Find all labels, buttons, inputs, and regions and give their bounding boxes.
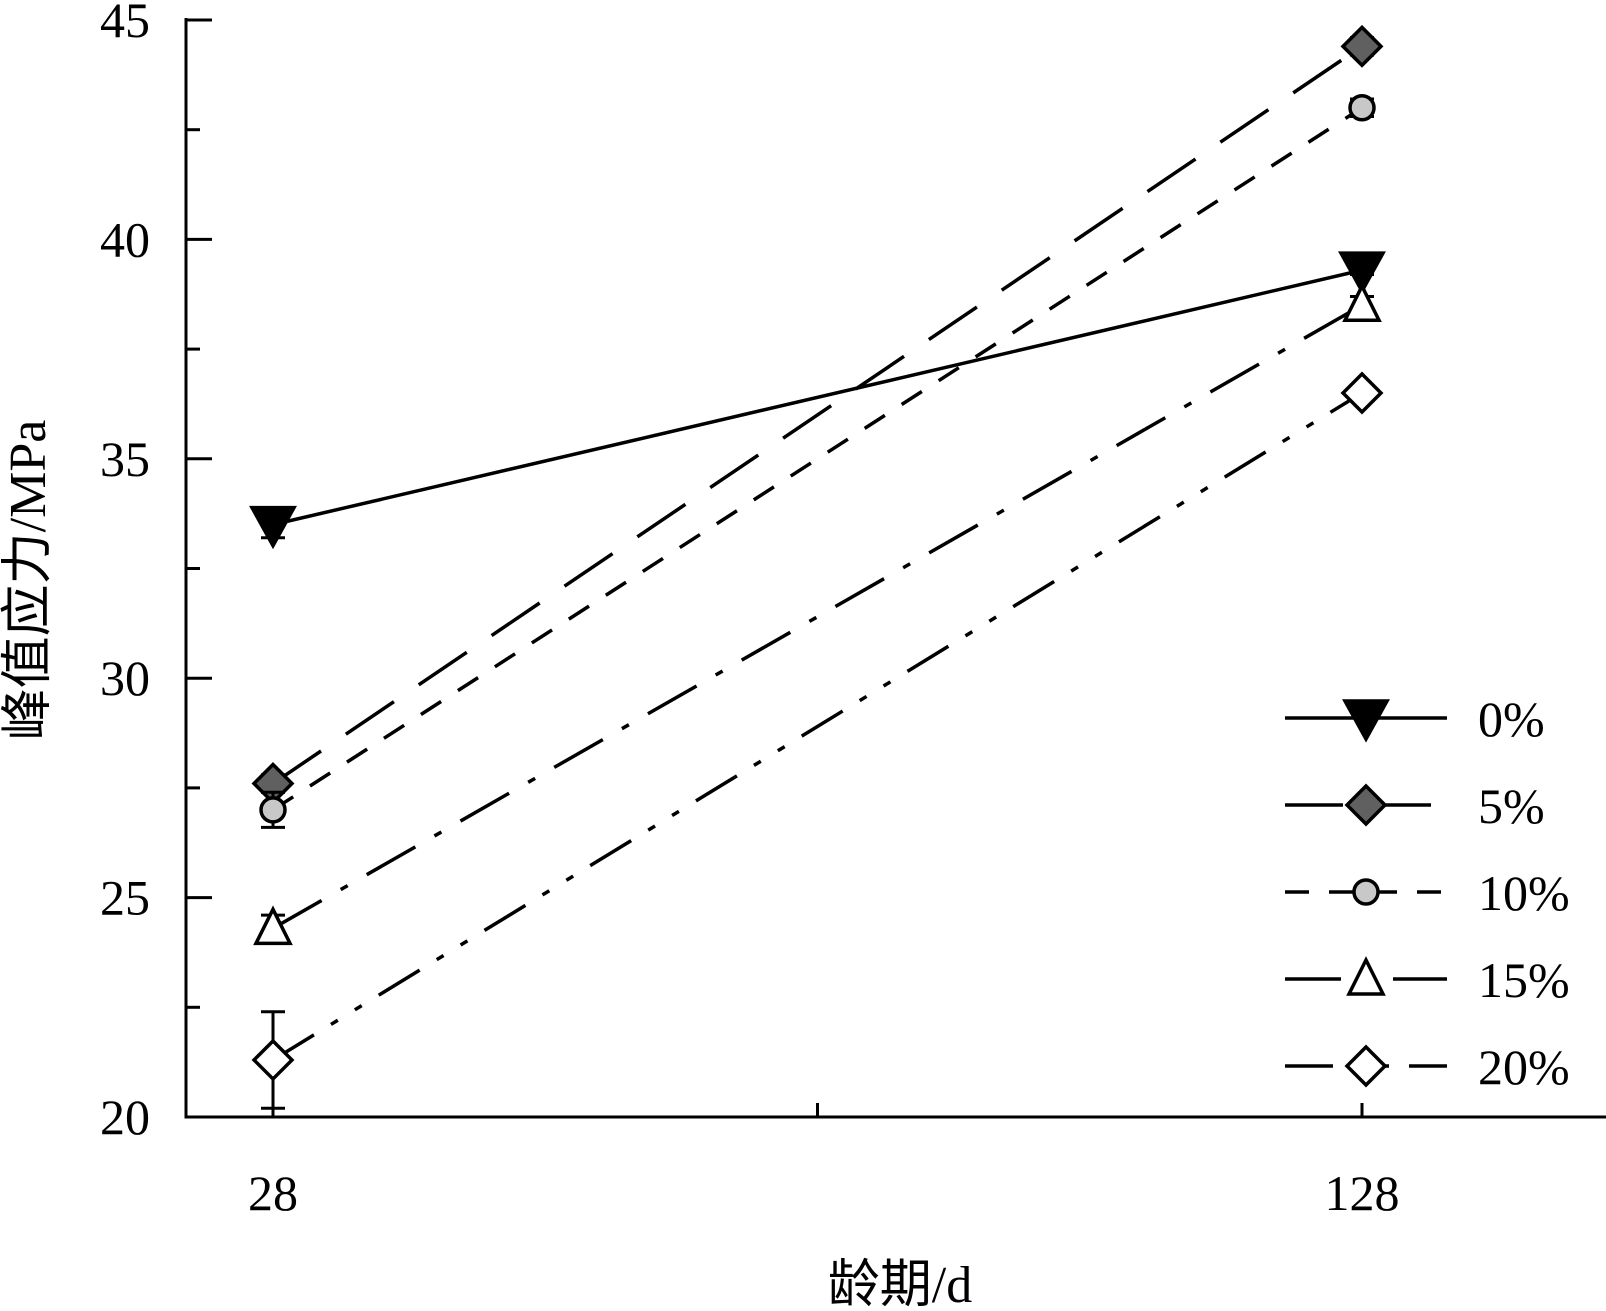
y-tick-label: 45 [100,0,150,48]
y-axis-title: 峰值应力/MPa [0,420,57,741]
data-point [1340,371,1384,415]
data-point [259,796,287,824]
legend-label: 5% [1478,778,1545,834]
x-tick-label: 128 [1325,1165,1400,1221]
y-tick-label: 30 [100,650,150,706]
x-tick-label: 28 [248,1165,298,1221]
series-line [272,44,1363,785]
legend-label: 0% [1478,691,1545,747]
legend-marker [1342,699,1390,743]
y-tick-label: 35 [100,431,150,487]
legend-label: 10% [1478,865,1570,921]
data-point [1340,24,1384,68]
y-tick-label: 40 [100,211,150,267]
series-line [272,268,1363,527]
series-line [272,106,1363,812]
legend-marker [1344,1044,1388,1088]
data-point [1348,94,1376,122]
legend-marker [1346,956,1386,996]
data-point [249,505,297,550]
data-point [253,905,293,946]
legend-marker [1352,878,1380,906]
data-point [1342,282,1382,322]
y-tick-label: 20 [100,1089,150,1145]
legend-label: 15% [1478,952,1570,1008]
legend-label: 20% [1478,1039,1570,1095]
series-line [272,391,1363,1062]
x-axis-title: 龄期/d [828,1257,972,1311]
y-tick-label: 25 [100,870,150,926]
data-point [1338,251,1386,295]
data-point [251,1038,295,1082]
legend-marker [1344,783,1388,827]
